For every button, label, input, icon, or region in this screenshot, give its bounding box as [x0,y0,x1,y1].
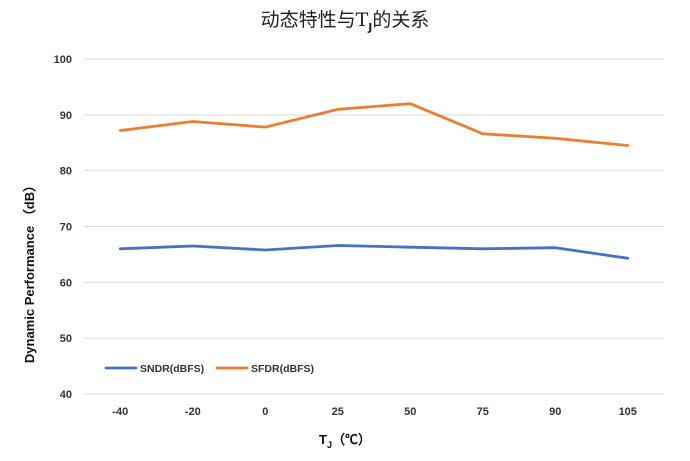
x-tick-label--20: -20 [185,406,201,418]
x-axis-title: TJ（℃） [319,432,371,450]
chart-title-suffix: 的关系 [372,9,429,31]
chart-title-text: 动态特性与T [261,9,369,31]
x-tick-label-50: 50 [404,406,416,418]
x-axis-title-subscript: J [327,440,332,450]
x-axis-ticks: -40 -20 0 25 50 75 90 105 [112,406,637,418]
series-line-1 [118,102,630,147]
series-lines [118,102,630,260]
x-tick-label-75: 75 [477,406,489,418]
chart-title: 动态特性与TJ的关系 [261,9,430,34]
y-axis-title: Dynamic Performance （dB） [22,179,37,363]
legend: SNDR(dBFS) SFDR(dBFS) [104,363,314,375]
series-line-0 [118,244,630,260]
y-tick-label-90: 90 [60,110,72,122]
x-tick-label-0: 0 [262,406,268,418]
x-tick-label-105: 105 [619,406,637,418]
gridlines [84,58,664,395]
x-axis-title-main: T [319,432,327,447]
y-tick-label-50: 50 [60,333,72,345]
y-tick-label-40: 40 [60,389,72,401]
y-tick-label-100: 100 [54,54,72,66]
chart-title-subscript: J [367,21,372,34]
y-tick-label-70: 70 [60,222,72,234]
y-tick-label-80: 80 [60,166,72,178]
x-axis-title-unit: （℃） [332,432,371,447]
x-tick-label-90: 90 [549,406,561,418]
x-tick-label--40: -40 [112,406,128,418]
legend-label-0: SNDR(dBFS) [140,363,204,375]
legend-label-1: SFDR(dBFS) [251,363,314,375]
x-tick-label-25: 25 [332,406,344,418]
y-axis-ticks: 40 50 60 70 80 90 100 [54,54,72,401]
y-tick-label-60: 60 [60,277,72,289]
